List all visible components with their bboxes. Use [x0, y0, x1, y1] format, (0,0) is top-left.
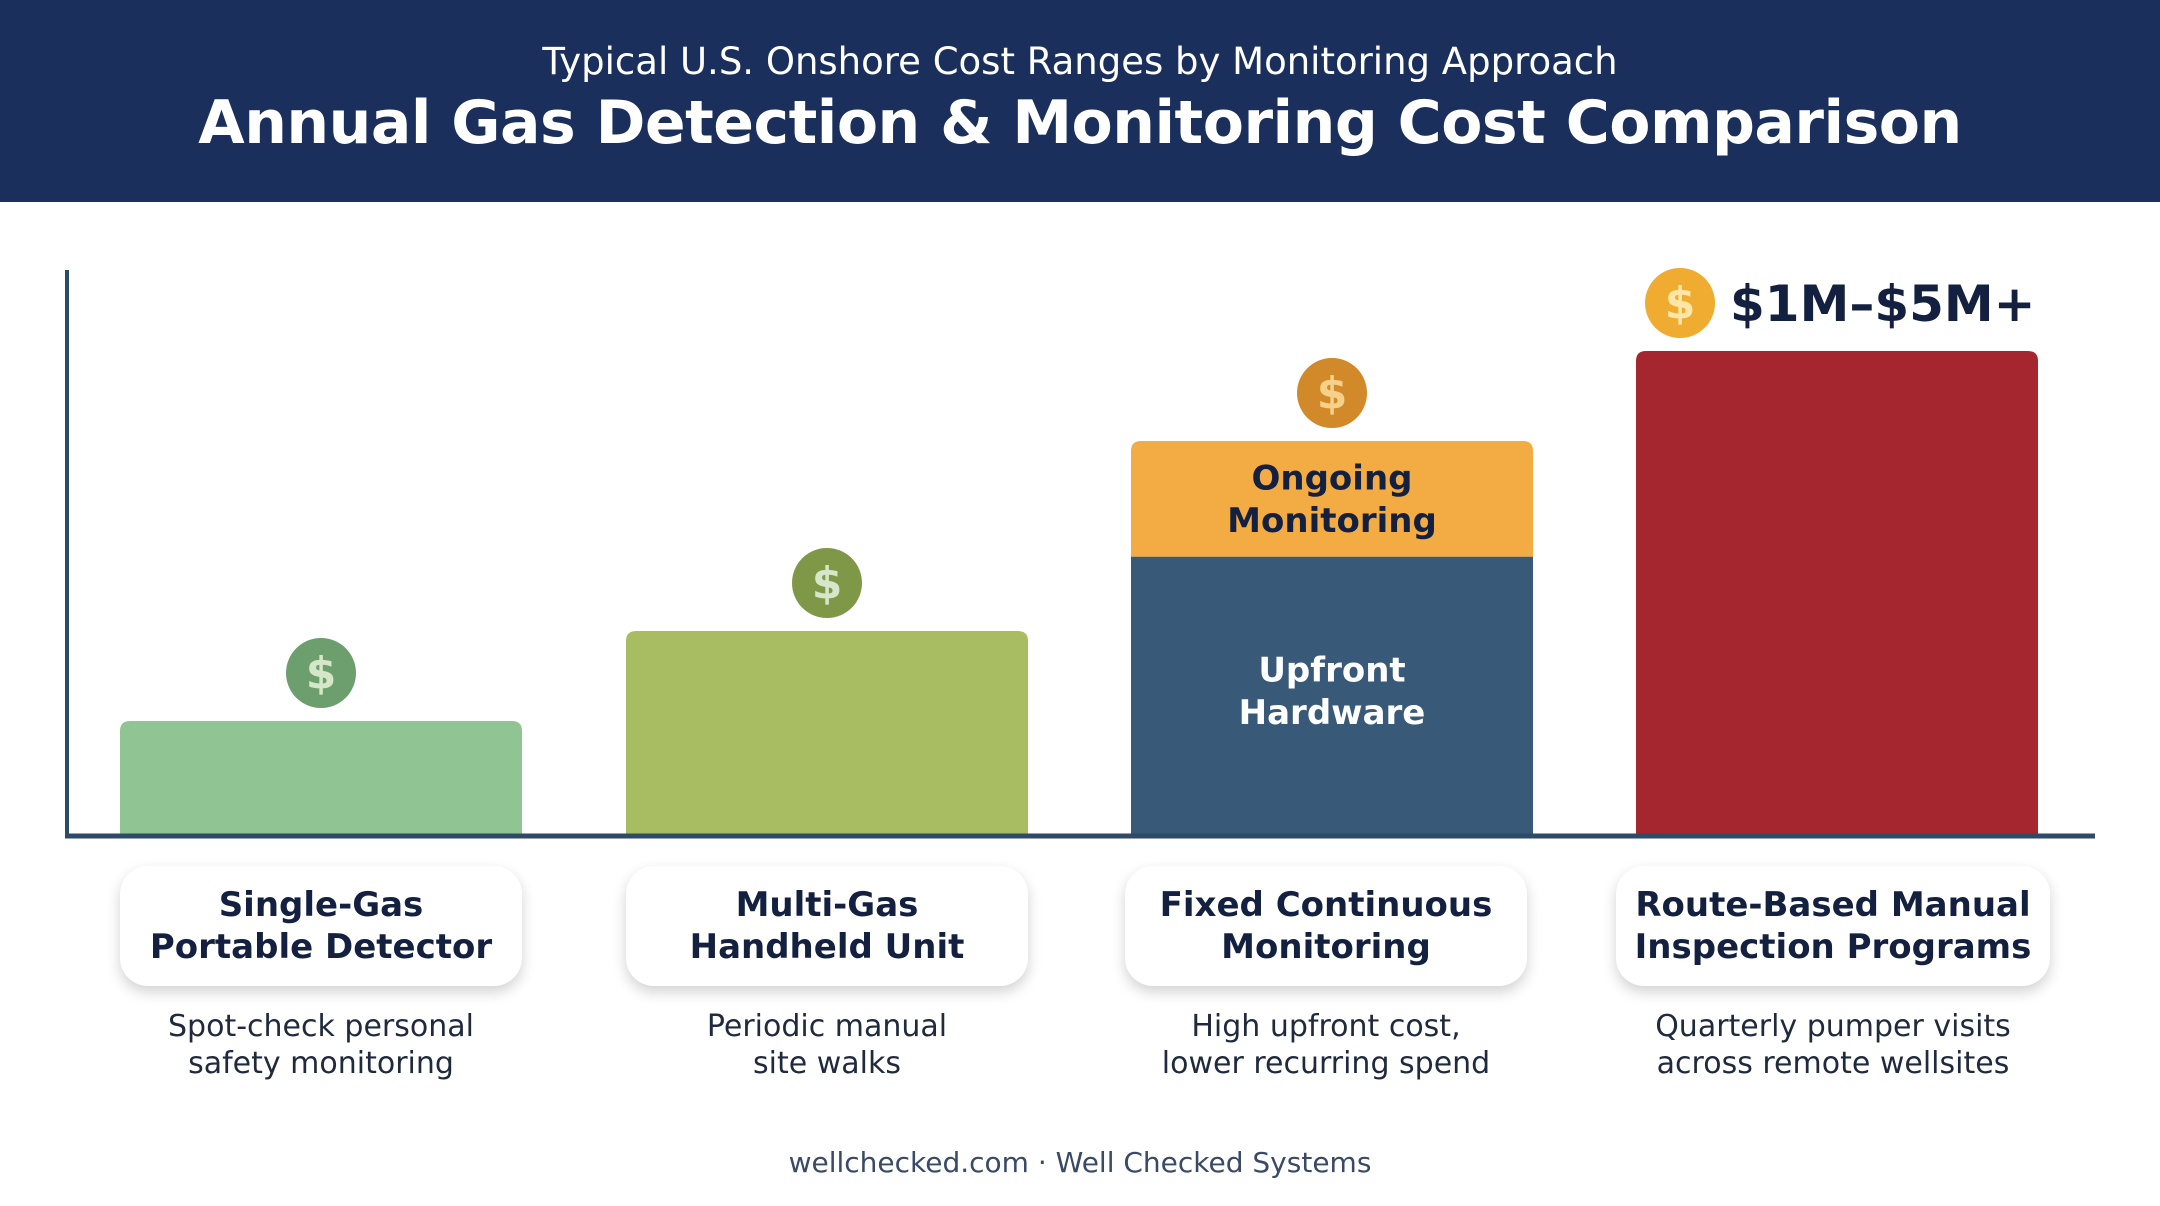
dollar-coin-icon — [792, 548, 862, 618]
category-label: Multi-Gas Handheld Unit — [689, 885, 965, 967]
segment-label-ongoing: Ongoing Monitoring — [1227, 459, 1437, 541]
segment-label-upfront: Upfront Hardware — [1239, 650, 1426, 733]
bar-segment-ongoing-monitoring — [1131, 441, 1533, 557]
category-label: Route-Based Manual Inspection Programs — [1634, 885, 2032, 967]
category-label: Fixed Continuous Monitoring — [1159, 885, 1493, 967]
dollar-coin-icon — [286, 638, 356, 708]
category-description: Periodic manual site walks — [706, 1009, 948, 1081]
footer-credit: wellchecked.com · Well Checked Systems — [788, 1146, 1372, 1179]
category-card: Fixed Continuous Monitoring — [1125, 866, 1527, 986]
category-label: Single-Gas Portable Detector — [149, 885, 493, 967]
category-card: Multi-Gas Handheld Unit — [626, 866, 1028, 986]
category-card: Single-Gas Portable Detector — [120, 866, 522, 986]
bar-chart: $ $ Ongoing Monitoring Upfront Hardware $ $ $1M–… — [65, 268, 2095, 839]
category-card: Route-Based Manual Inspection Programs — [1616, 866, 2050, 986]
value-label-route-based: $1M–$5M+ — [1730, 275, 2036, 333]
bar-segment-upfront-hardware — [1131, 556, 1533, 836]
dollar-coin-icon — [1297, 358, 1367, 428]
dollar-symbol: $ — [306, 648, 337, 699]
dollar-symbol: $ — [1317, 368, 1348, 419]
dollar-symbol: $ — [812, 558, 843, 609]
dollar-symbol: $ — [1665, 278, 1696, 329]
header-banner: Typical U.S. Onshore Cost Ranges by Moni… — [0, 0, 2160, 202]
category-description: Spot-check personal safety monitoring — [168, 1009, 474, 1081]
bar-1 — [120, 721, 522, 836]
bar-2 — [626, 631, 1028, 836]
chart-subtitle: Typical U.S. Onshore Cost Ranges by Moni… — [542, 40, 1618, 83]
chart-title: Annual Gas Detection & Monitoring Cost C… — [198, 88, 1962, 158]
bar-4 — [1636, 351, 2038, 836]
category-description: Quarterly pumper visits across remote we… — [1655, 1009, 2011, 1081]
category-description: High upfront cost, lower recurring spend — [1161, 1009, 1491, 1081]
dollar-coin-icon — [1645, 268, 1715, 338]
